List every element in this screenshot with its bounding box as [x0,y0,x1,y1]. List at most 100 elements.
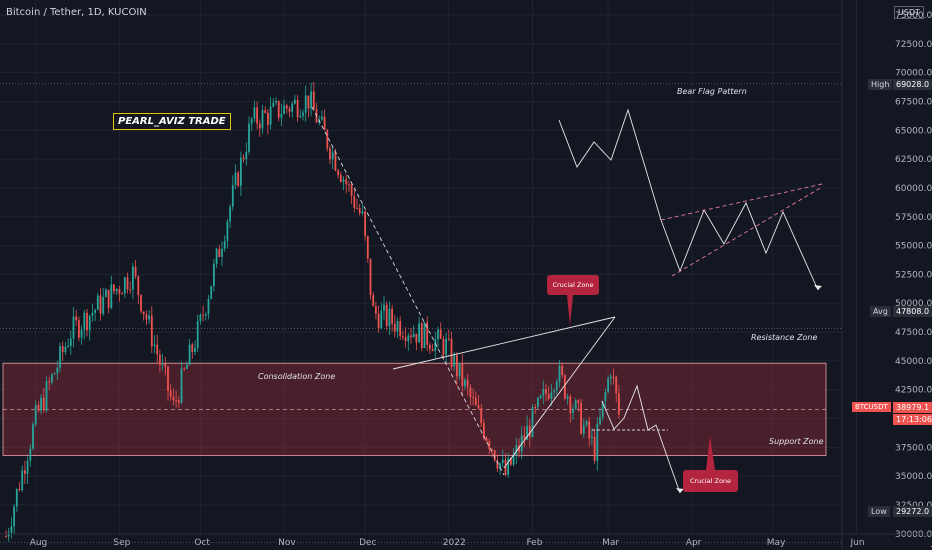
candle-body [407,335,410,342]
candle-body [383,304,385,311]
x-tick-label: Feb [527,538,543,548]
high-tag: High [868,79,893,90]
y-tick-label: 75000.0 [895,11,932,21]
candle-body [258,123,261,129]
candle-body [64,346,67,353]
candle-body [545,389,547,394]
candle-body [437,329,439,340]
candle-body [366,236,369,259]
candle-body [615,376,618,394]
high-value: 69028.0 [893,79,932,90]
candle-body [582,425,585,434]
candle-body [391,308,393,324]
y-tick-label: 45000.0 [895,357,932,367]
candle-body [40,397,42,411]
candle-body [474,397,477,406]
candle-body [113,284,115,292]
candle-body [331,152,334,160]
candle-body [377,313,380,329]
low-tag: Low [868,506,890,517]
candle-body [453,355,456,367]
candle-body [142,311,145,315]
candle-body [186,364,188,369]
candle-body [345,179,348,185]
candle-body [420,323,423,349]
candle-body [531,407,534,438]
candle-body [612,376,615,378]
candle-body [588,421,591,439]
arrow-head [814,285,822,290]
x-tick-label: Sep [113,538,130,548]
candle-body [234,172,237,186]
y-tick-label: 62500.0 [895,155,932,165]
candle-body [464,379,466,387]
candle-body [140,294,142,312]
candle-body [599,417,601,424]
flag-line-bottom [671,186,823,277]
y-tick-label: 72500.0 [895,40,932,50]
candle-body [534,407,537,409]
candle-body [618,393,620,415]
candle-body [607,378,609,393]
candle-body [248,123,250,152]
candle-body [118,288,121,294]
candle-body [339,174,342,182]
candle-body [342,179,345,182]
candle-body [37,405,40,411]
candle-body [426,322,429,345]
brand-label: PEARL_AVIZ TRADE [113,113,231,130]
candle-body [321,116,323,120]
candle-body [307,95,310,109]
candle-body [161,363,164,365]
candle-body [415,333,418,343]
candle-body [134,266,137,277]
candle-body [483,423,485,438]
candle-body [61,346,64,353]
y-tick-label: 42500.0 [895,386,932,396]
candlestick-series [5,81,620,542]
candle-body [242,157,245,160]
y-tick-label: 67500.0 [895,97,932,107]
candle-body [480,408,483,424]
candle-body [466,379,469,388]
candle-body [488,441,491,450]
candle-body [15,489,18,507]
candle-body [183,368,186,370]
candle-body [375,306,377,314]
candle-body [167,366,169,391]
candle-body [312,91,315,110]
candle-body [132,266,134,290]
consolidation-zone-label: Consolidation Zone [258,372,336,381]
y-tick-label: 65000.0 [895,126,932,136]
candle-body [499,463,501,469]
candle-body [91,312,94,316]
candle-body [164,363,167,367]
candle-body [418,323,420,343]
y-tick-label: 60000.0 [895,184,932,194]
candle-body [493,450,496,461]
candle-body [369,258,372,296]
candle-body [199,314,202,322]
candle-body [396,321,399,332]
candle-body [299,116,302,118]
candle-body [180,368,183,403]
candle-body [404,337,407,342]
candle-body [99,295,102,314]
candle-body [145,314,148,320]
candle-body [472,397,474,399]
symbol-title: Bitcoin / Tether, 1D, KUCOIN [6,7,147,18]
candle-body [159,354,161,365]
candle-body [550,392,553,399]
candle-body [75,316,78,321]
candle-body [542,389,545,396]
currency-button[interactable]: USDT [894,6,924,19]
candle-body [18,489,21,491]
candle-body [526,425,528,440]
candle-body [564,375,566,399]
candle-body [229,206,231,222]
candle-body [256,107,258,124]
candle-body [410,335,412,338]
